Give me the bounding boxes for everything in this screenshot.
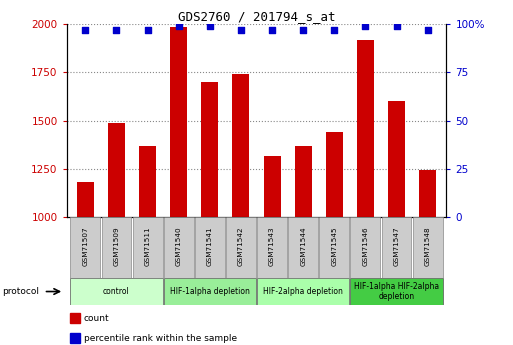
Point xyxy=(112,27,121,33)
Bar xyxy=(232,75,249,345)
Bar xyxy=(388,101,405,345)
Point xyxy=(174,23,183,29)
Bar xyxy=(102,217,131,278)
Text: GSM71509: GSM71509 xyxy=(113,227,120,266)
Bar xyxy=(139,146,156,345)
Bar xyxy=(294,146,312,345)
Bar xyxy=(70,278,163,305)
Bar xyxy=(70,313,80,323)
Text: GSM71540: GSM71540 xyxy=(176,227,182,266)
Bar xyxy=(164,217,193,278)
Text: GSM71543: GSM71543 xyxy=(269,227,275,266)
Bar xyxy=(70,217,101,278)
Bar xyxy=(257,278,349,305)
Bar xyxy=(288,217,318,278)
Text: HIF-2alpha depletion: HIF-2alpha depletion xyxy=(263,287,343,296)
Text: GSM71546: GSM71546 xyxy=(362,227,368,266)
Point xyxy=(268,27,276,33)
Text: GSM71542: GSM71542 xyxy=(238,227,244,266)
Bar xyxy=(264,157,281,345)
Bar xyxy=(320,217,349,278)
Text: GSM71541: GSM71541 xyxy=(207,227,213,266)
Bar xyxy=(350,217,380,278)
Text: control: control xyxy=(103,287,130,296)
Bar xyxy=(108,123,125,345)
Point xyxy=(81,27,89,33)
Text: GSM71545: GSM71545 xyxy=(331,227,337,266)
Text: GSM71547: GSM71547 xyxy=(393,227,400,266)
Bar xyxy=(357,40,374,345)
Point xyxy=(361,23,369,29)
Bar xyxy=(70,333,80,343)
Bar xyxy=(170,27,187,345)
Point xyxy=(330,27,339,33)
Bar xyxy=(257,217,287,278)
Bar xyxy=(77,181,94,345)
Text: GSM71507: GSM71507 xyxy=(83,227,88,266)
Text: GSM71544: GSM71544 xyxy=(300,227,306,266)
Text: count: count xyxy=(84,314,109,323)
Text: HIF-1alpha HIF-2alpha
depletion: HIF-1alpha HIF-2alpha depletion xyxy=(354,282,439,301)
Bar xyxy=(412,217,443,278)
Text: HIF-1alpha depletion: HIF-1alpha depletion xyxy=(170,287,250,296)
Bar xyxy=(201,82,219,345)
Point xyxy=(206,23,214,29)
Bar xyxy=(326,132,343,345)
Point xyxy=(392,23,401,29)
Text: percentile rank within the sample: percentile rank within the sample xyxy=(84,334,237,343)
Text: GSM71548: GSM71548 xyxy=(425,227,430,266)
Title: GDS2760 / 201794_s_at: GDS2760 / 201794_s_at xyxy=(177,10,336,23)
Text: protocol: protocol xyxy=(3,287,40,296)
Point xyxy=(299,27,307,33)
Bar xyxy=(164,278,256,305)
Point xyxy=(144,27,152,33)
Text: GSM71511: GSM71511 xyxy=(145,227,151,266)
Bar xyxy=(382,217,411,278)
Bar xyxy=(350,278,443,305)
Point xyxy=(237,27,245,33)
Bar xyxy=(226,217,256,278)
Point xyxy=(424,27,432,33)
Bar xyxy=(133,217,163,278)
Bar xyxy=(419,170,436,345)
Bar xyxy=(195,217,225,278)
